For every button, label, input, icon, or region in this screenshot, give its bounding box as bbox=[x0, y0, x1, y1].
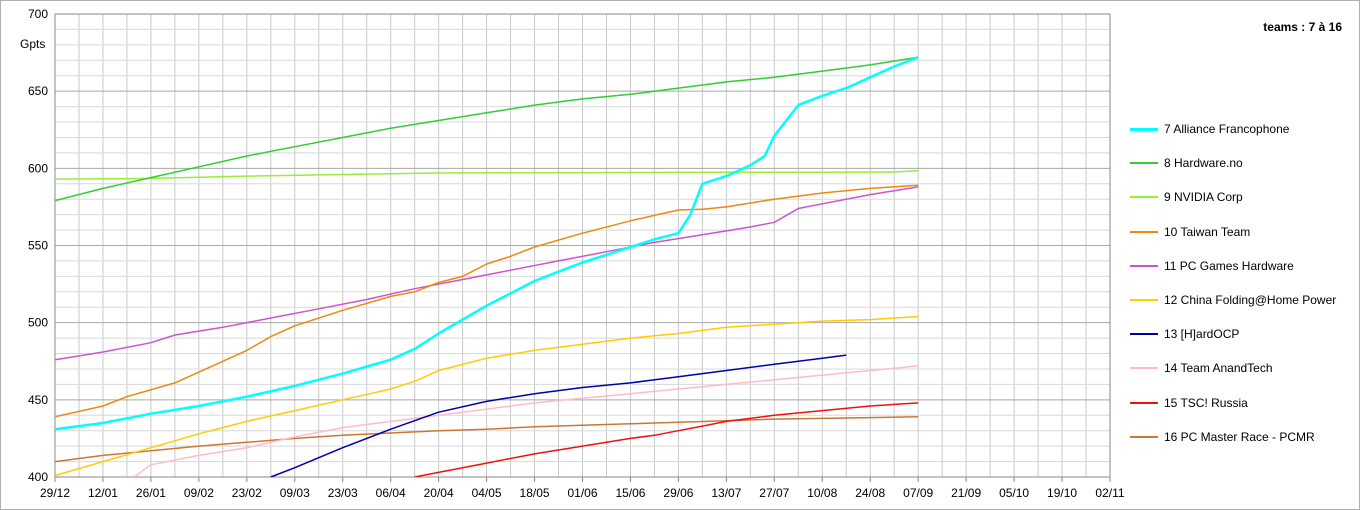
x-tick-label: 24/08 bbox=[855, 486, 885, 500]
x-tick-label: 23/03 bbox=[328, 486, 358, 500]
legend-item: 8 Hardware.no bbox=[1130, 146, 1355, 180]
legend: 7 Alliance Francophone 8 Hardware.no 9 NVI… bbox=[1130, 112, 1355, 454]
series-line bbox=[55, 169, 919, 180]
legend-label: 13 [H]ardOCP bbox=[1164, 327, 1240, 342]
legend-item: 12 China Folding@Home Power bbox=[1130, 283, 1355, 317]
x-tick-label: 19/10 bbox=[1047, 486, 1077, 500]
legend-item: 14 Team AnandTech bbox=[1130, 351, 1355, 385]
legend-label: 9 NVIDIA Corp bbox=[1164, 190, 1243, 205]
legend-label: 16 PC Master Race - PCMR bbox=[1164, 429, 1315, 444]
y-tick-label: 550 bbox=[28, 239, 48, 253]
legend-label: 14 Team AnandTech bbox=[1164, 361, 1273, 376]
x-axis-ticks: 29/12 12/01 26/01 09/02 23/02 09/03 23/03 06/04… bbox=[40, 477, 1125, 500]
y-tick-label: 500 bbox=[28, 316, 48, 330]
x-tick-label: 06/04 bbox=[376, 486, 406, 500]
y-axis-ticks: 400 450 500 550 600 650 700 bbox=[28, 7, 48, 484]
x-tick-label: 01/06 bbox=[567, 486, 597, 500]
y-tick-label: 400 bbox=[28, 470, 48, 484]
series-line bbox=[55, 315, 919, 477]
y-tick-label: 700 bbox=[28, 7, 48, 21]
legend-label: 7 Alliance Francophone bbox=[1164, 122, 1290, 137]
legend-swatch bbox=[1130, 435, 1158, 438]
legend-item: 11 PC Games Hardware bbox=[1130, 249, 1355, 283]
x-tick-label: 13/07 bbox=[711, 486, 741, 500]
legend-item: 16 PC Master Race - PCMR bbox=[1130, 420, 1355, 454]
series-line bbox=[133, 365, 919, 477]
legend-item: 13 [H]ardOCP bbox=[1130, 317, 1355, 351]
legend-label: 15 TSC! Russia bbox=[1164, 395, 1248, 410]
x-tick-label: 18/05 bbox=[520, 486, 550, 500]
line-chart: 400 450 500 550 600 650 700 29/12 12/01 26/01 09/… bbox=[20, 7, 1125, 500]
series-line bbox=[55, 56, 919, 431]
legend-swatch bbox=[1130, 264, 1158, 267]
x-tick-label: 10/08 bbox=[807, 486, 837, 500]
series-line bbox=[414, 402, 919, 477]
legend-swatch bbox=[1130, 401, 1158, 404]
legend-swatch bbox=[1130, 162, 1158, 165]
legend-swatch bbox=[1130, 127, 1158, 131]
x-tick-label: 09/03 bbox=[280, 486, 310, 500]
x-tick-label: 05/10 bbox=[999, 486, 1029, 500]
legend-label: 10 Taiwan Team bbox=[1164, 224, 1251, 239]
y-tick-label: 450 bbox=[28, 393, 48, 407]
x-tick-label: 23/02 bbox=[232, 486, 262, 500]
x-tick-label: 20/04 bbox=[424, 486, 454, 500]
legend-swatch bbox=[1130, 367, 1158, 370]
x-tick-label: 26/01 bbox=[136, 486, 166, 500]
x-tick-label: 27/07 bbox=[759, 486, 789, 500]
series-line bbox=[270, 354, 847, 477]
y-tick-label: 600 bbox=[28, 161, 48, 175]
legend-label: 11 PC Games Hardware bbox=[1164, 258, 1294, 273]
legend-item: 9 NVIDIA Corp bbox=[1130, 180, 1355, 214]
series-line bbox=[55, 56, 919, 202]
y-axis-label: Gpts bbox=[20, 37, 45, 51]
legend-label: 12 China Folding@Home Power bbox=[1164, 293, 1337, 308]
x-tick-label: 29/12 bbox=[40, 486, 70, 500]
legend-swatch bbox=[1130, 299, 1158, 302]
series-lines bbox=[55, 56, 919, 477]
legend-swatch bbox=[1130, 333, 1158, 336]
legend-swatch bbox=[1130, 196, 1158, 199]
grid-lines bbox=[54, 13, 1111, 478]
legend-item: 15 TSC! Russia bbox=[1130, 386, 1355, 420]
legend-item: 7 Alliance Francophone bbox=[1130, 112, 1355, 146]
x-tick-label: 09/02 bbox=[184, 486, 214, 500]
x-tick-label: 21/09 bbox=[951, 486, 981, 500]
series-line bbox=[55, 416, 919, 463]
series-line bbox=[55, 186, 919, 361]
chart-title: teams : 7 à 16 bbox=[1263, 20, 1342, 34]
x-tick-label: 02/11 bbox=[1095, 486, 1124, 500]
x-tick-label: 15/06 bbox=[615, 486, 645, 500]
x-tick-label: 12/01 bbox=[88, 486, 118, 500]
x-tick-label: 07/09 bbox=[903, 486, 933, 500]
y-tick-label: 650 bbox=[28, 84, 48, 98]
series-line bbox=[55, 184, 919, 418]
x-tick-label: 29/06 bbox=[663, 486, 693, 500]
x-tick-label: 04/05 bbox=[472, 486, 502, 500]
legend-swatch bbox=[1130, 230, 1158, 233]
legend-item: 10 Taiwan Team bbox=[1130, 215, 1355, 249]
legend-label: 8 Hardware.no bbox=[1164, 156, 1243, 171]
